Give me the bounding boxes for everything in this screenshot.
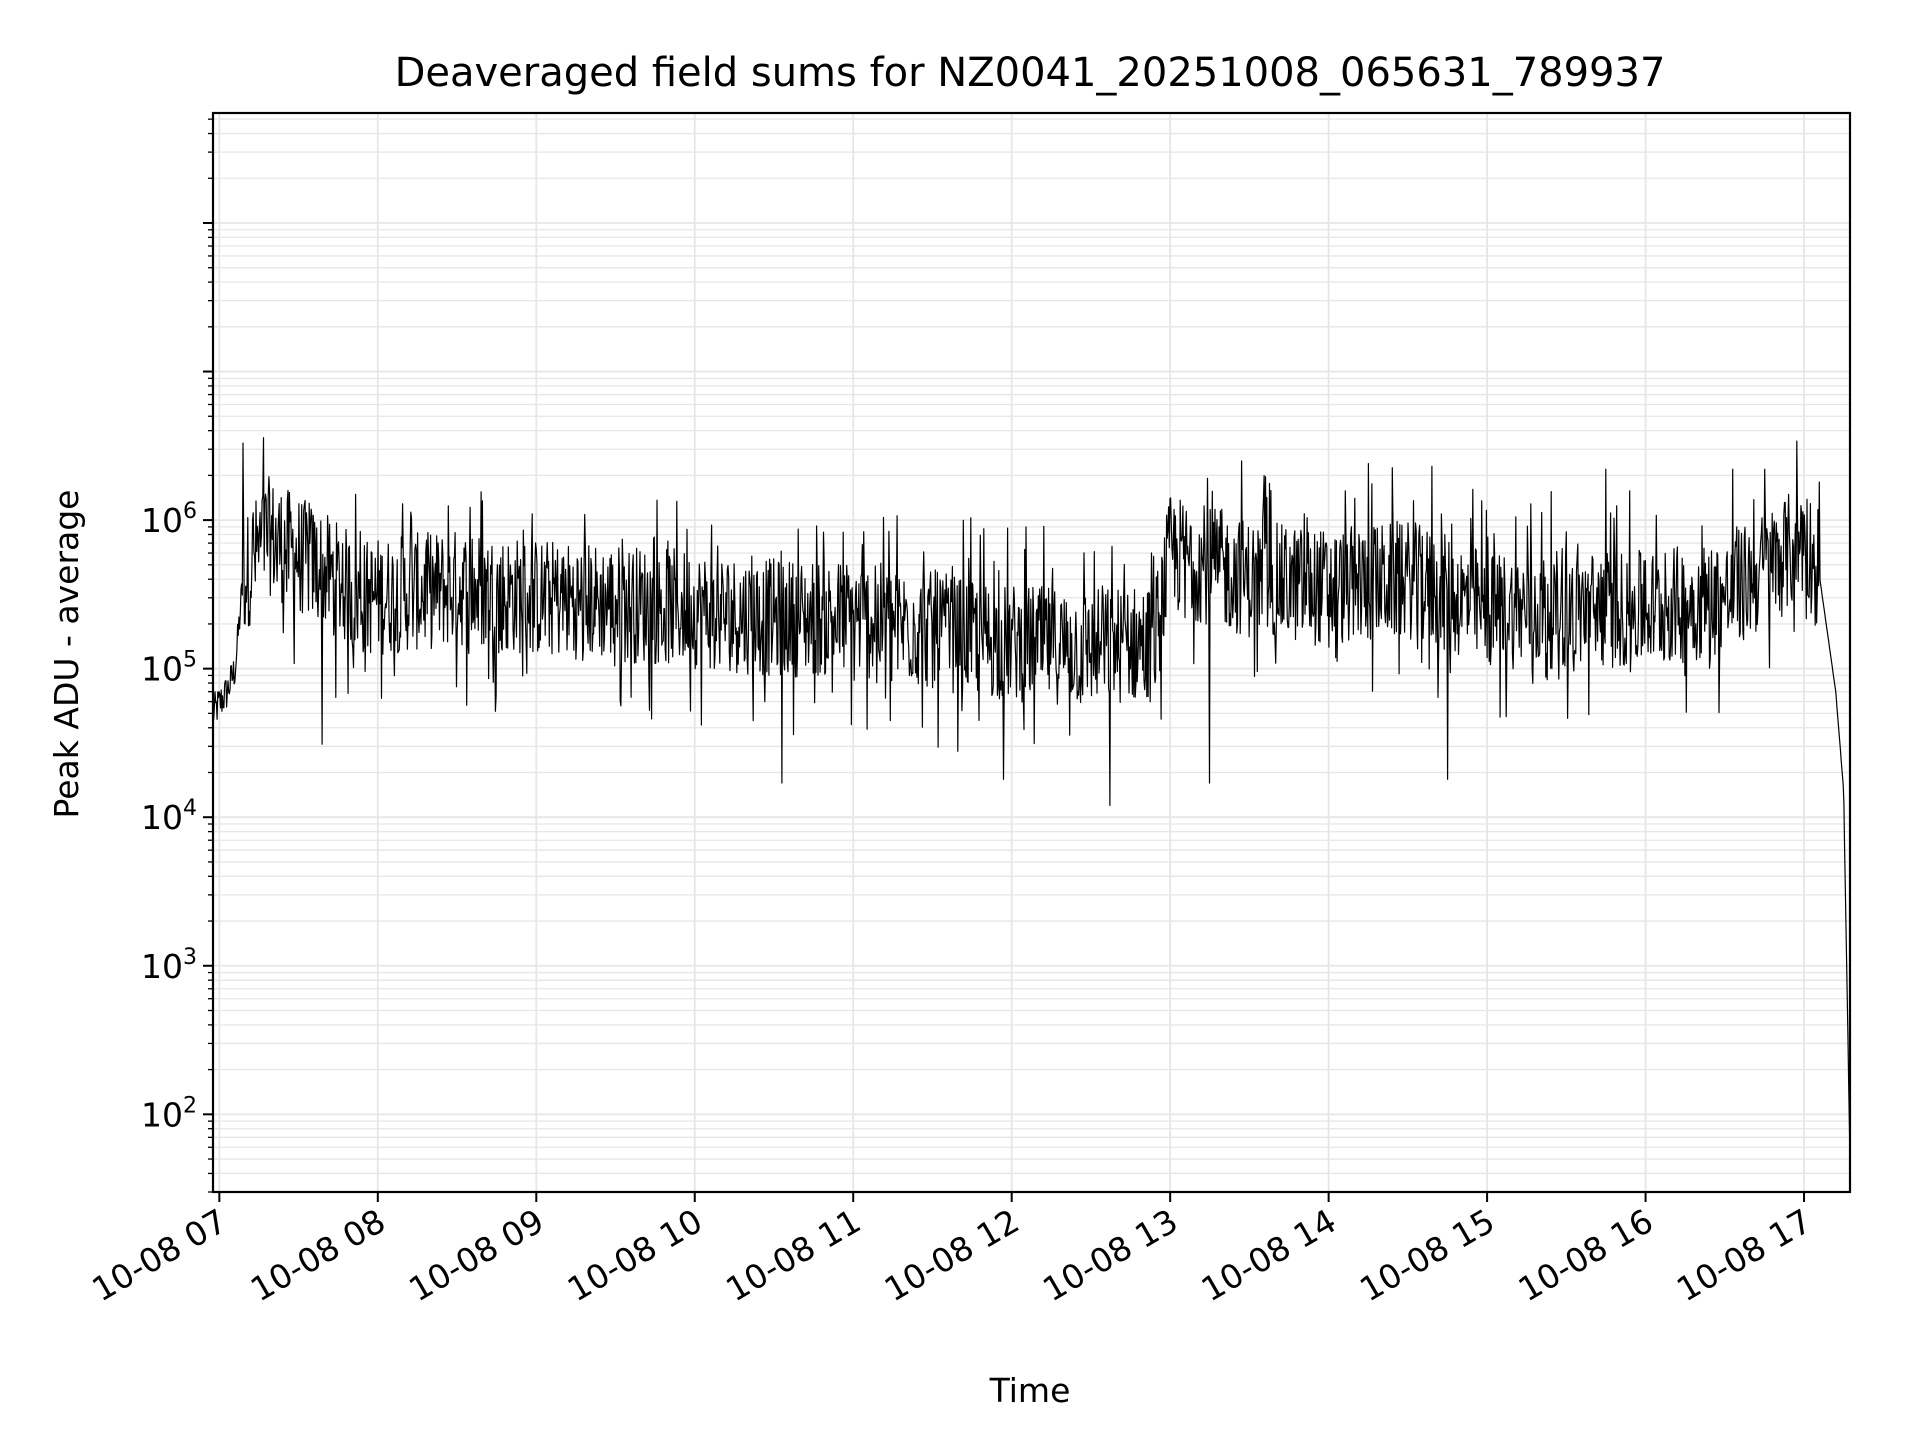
y-tick-exponent: 4 [183,796,197,821]
y-tick-label: 103 [141,945,197,986]
y-tick-base: 10 [141,650,183,689]
y-axis-label: Peak ADU - average [47,490,86,819]
y-tick-exponent: 2 [183,1093,197,1118]
y-tick-exponent: 3 [183,945,197,970]
y-tick-base: 10 [141,798,183,837]
y-tick-base: 10 [141,501,183,540]
y-tick-label: 104 [141,796,197,837]
plot-frame [211,111,1852,1194]
y-tick-label: 106 [141,499,197,540]
x-axis-label: Time [989,1371,1071,1410]
y-tick-label: 105 [141,648,197,689]
y-tick-exponent: 6 [183,499,197,524]
data-series [212,437,1851,1160]
y-tick-exponent: 5 [183,648,197,673]
y-tick-base: 10 [141,1095,183,1134]
series-line [212,437,1851,1160]
y-tick-label: 102 [141,1093,197,1134]
y-tick-base: 10 [141,947,183,986]
chart-title: Deaveraged field sums for NZ0041_2025100… [395,50,1666,96]
